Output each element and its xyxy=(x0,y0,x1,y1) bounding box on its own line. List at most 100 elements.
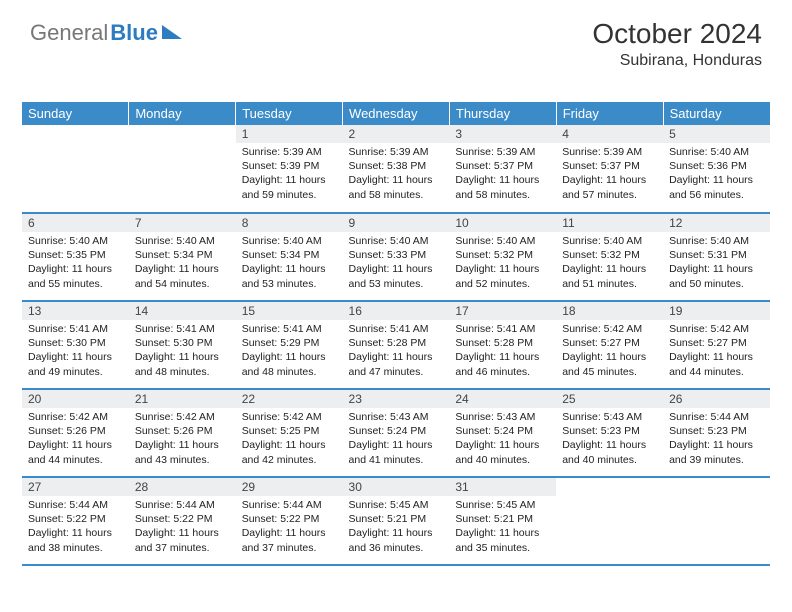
logo-sail-icon xyxy=(162,25,182,39)
day-number: 28 xyxy=(129,478,236,496)
calendar-day-cell: 4Sunrise: 5:39 AMSunset: 5:37 PMDaylight… xyxy=(556,125,663,213)
day-number: 12 xyxy=(663,214,770,232)
month-title: October 2024 xyxy=(592,18,762,50)
calendar-day-cell: 14Sunrise: 5:41 AMSunset: 5:30 PMDayligh… xyxy=(129,301,236,389)
day-number: 19 xyxy=(663,302,770,320)
logo-text-1: General xyxy=(30,20,108,46)
day-number: 23 xyxy=(343,390,450,408)
day-number: 11 xyxy=(556,214,663,232)
calendar-day-cell: 23Sunrise: 5:43 AMSunset: 5:24 PMDayligh… xyxy=(343,389,450,477)
day-header: Sunday xyxy=(22,102,129,125)
day-header: Saturday xyxy=(663,102,770,125)
calendar-day-cell: 15Sunrise: 5:41 AMSunset: 5:29 PMDayligh… xyxy=(236,301,343,389)
day-details: Sunrise: 5:43 AMSunset: 5:23 PMDaylight:… xyxy=(556,408,663,469)
day-details: Sunrise: 5:42 AMSunset: 5:25 PMDaylight:… xyxy=(236,408,343,469)
day-details: Sunrise: 5:42 AMSunset: 5:27 PMDaylight:… xyxy=(556,320,663,381)
day-number: 3 xyxy=(449,125,556,143)
calendar-day-cell: 27Sunrise: 5:44 AMSunset: 5:22 PMDayligh… xyxy=(22,477,129,565)
calendar-day-cell: 22Sunrise: 5:42 AMSunset: 5:25 PMDayligh… xyxy=(236,389,343,477)
day-details: Sunrise: 5:41 AMSunset: 5:30 PMDaylight:… xyxy=(129,320,236,381)
calendar-week-row: 27Sunrise: 5:44 AMSunset: 5:22 PMDayligh… xyxy=(22,477,770,565)
day-number: 7 xyxy=(129,214,236,232)
day-details: Sunrise: 5:44 AMSunset: 5:22 PMDaylight:… xyxy=(236,496,343,557)
day-details: Sunrise: 5:42 AMSunset: 5:26 PMDaylight:… xyxy=(129,408,236,469)
calendar-day-cell: 9Sunrise: 5:40 AMSunset: 5:33 PMDaylight… xyxy=(343,213,450,301)
calendar-day-cell: 6Sunrise: 5:40 AMSunset: 5:35 PMDaylight… xyxy=(22,213,129,301)
day-details: Sunrise: 5:40 AMSunset: 5:32 PMDaylight:… xyxy=(449,232,556,293)
calendar-day-cell: 8Sunrise: 5:40 AMSunset: 5:34 PMDaylight… xyxy=(236,213,343,301)
calendar-week-row: 1Sunrise: 5:39 AMSunset: 5:39 PMDaylight… xyxy=(22,125,770,213)
day-details: Sunrise: 5:45 AMSunset: 5:21 PMDaylight:… xyxy=(449,496,556,557)
day-number: 10 xyxy=(449,214,556,232)
day-number: 21 xyxy=(129,390,236,408)
day-details: Sunrise: 5:40 AMSunset: 5:33 PMDaylight:… xyxy=(343,232,450,293)
calendar-day-cell: 7Sunrise: 5:40 AMSunset: 5:34 PMDaylight… xyxy=(129,213,236,301)
calendar-day-cell: 28Sunrise: 5:44 AMSunset: 5:22 PMDayligh… xyxy=(129,477,236,565)
calendar-day-cell: 29Sunrise: 5:44 AMSunset: 5:22 PMDayligh… xyxy=(236,477,343,565)
day-number: 8 xyxy=(236,214,343,232)
calendar-day-cell: 21Sunrise: 5:42 AMSunset: 5:26 PMDayligh… xyxy=(129,389,236,477)
calendar-table: SundayMondayTuesdayWednesdayThursdayFrid… xyxy=(22,102,770,566)
day-details: Sunrise: 5:43 AMSunset: 5:24 PMDaylight:… xyxy=(449,408,556,469)
calendar-day-cell: 18Sunrise: 5:42 AMSunset: 5:27 PMDayligh… xyxy=(556,301,663,389)
day-number: 30 xyxy=(343,478,450,496)
day-number: 4 xyxy=(556,125,663,143)
calendar-day-cell: 12Sunrise: 5:40 AMSunset: 5:31 PMDayligh… xyxy=(663,213,770,301)
day-details: Sunrise: 5:39 AMSunset: 5:37 PMDaylight:… xyxy=(449,143,556,204)
day-header: Friday xyxy=(556,102,663,125)
day-number: 2 xyxy=(343,125,450,143)
day-details: Sunrise: 5:41 AMSunset: 5:28 PMDaylight:… xyxy=(343,320,450,381)
day-number: 6 xyxy=(22,214,129,232)
day-number: 17 xyxy=(449,302,556,320)
calendar-week-row: 13Sunrise: 5:41 AMSunset: 5:30 PMDayligh… xyxy=(22,301,770,389)
day-number: 15 xyxy=(236,302,343,320)
day-number: 1 xyxy=(236,125,343,143)
day-number: 5 xyxy=(663,125,770,143)
calendar-empty-cell xyxy=(556,477,663,565)
header-right: October 2024 Subirana, Honduras xyxy=(592,18,762,70)
day-details: Sunrise: 5:41 AMSunset: 5:30 PMDaylight:… xyxy=(22,320,129,381)
day-details: Sunrise: 5:40 AMSunset: 5:36 PMDaylight:… xyxy=(663,143,770,204)
calendar-day-cell: 31Sunrise: 5:45 AMSunset: 5:21 PMDayligh… xyxy=(449,477,556,565)
calendar-empty-cell xyxy=(22,125,129,213)
calendar-day-cell: 1Sunrise: 5:39 AMSunset: 5:39 PMDaylight… xyxy=(236,125,343,213)
day-details: Sunrise: 5:44 AMSunset: 5:23 PMDaylight:… xyxy=(663,408,770,469)
day-number: 29 xyxy=(236,478,343,496)
day-details: Sunrise: 5:39 AMSunset: 5:39 PMDaylight:… xyxy=(236,143,343,204)
day-details: Sunrise: 5:41 AMSunset: 5:28 PMDaylight:… xyxy=(449,320,556,381)
day-details: Sunrise: 5:39 AMSunset: 5:38 PMDaylight:… xyxy=(343,143,450,204)
calendar-head: SundayMondayTuesdayWednesdayThursdayFrid… xyxy=(22,102,770,125)
calendar-day-cell: 20Sunrise: 5:42 AMSunset: 5:26 PMDayligh… xyxy=(22,389,129,477)
day-header: Monday xyxy=(129,102,236,125)
day-details: Sunrise: 5:39 AMSunset: 5:37 PMDaylight:… xyxy=(556,143,663,204)
calendar-day-cell: 19Sunrise: 5:42 AMSunset: 5:27 PMDayligh… xyxy=(663,301,770,389)
day-details: Sunrise: 5:40 AMSunset: 5:34 PMDaylight:… xyxy=(129,232,236,293)
day-details: Sunrise: 5:41 AMSunset: 5:29 PMDaylight:… xyxy=(236,320,343,381)
day-details: Sunrise: 5:40 AMSunset: 5:32 PMDaylight:… xyxy=(556,232,663,293)
day-header: Wednesday xyxy=(343,102,450,125)
day-number: 14 xyxy=(129,302,236,320)
day-details: Sunrise: 5:42 AMSunset: 5:27 PMDaylight:… xyxy=(663,320,770,381)
day-details: Sunrise: 5:40 AMSunset: 5:35 PMDaylight:… xyxy=(22,232,129,293)
calendar-empty-cell xyxy=(663,477,770,565)
calendar-empty-cell xyxy=(129,125,236,213)
day-number: 9 xyxy=(343,214,450,232)
day-number: 18 xyxy=(556,302,663,320)
calendar-day-cell: 3Sunrise: 5:39 AMSunset: 5:37 PMDaylight… xyxy=(449,125,556,213)
calendar-day-cell: 10Sunrise: 5:40 AMSunset: 5:32 PMDayligh… xyxy=(449,213,556,301)
day-details: Sunrise: 5:43 AMSunset: 5:24 PMDaylight:… xyxy=(343,408,450,469)
calendar-body: 1Sunrise: 5:39 AMSunset: 5:39 PMDaylight… xyxy=(22,125,770,565)
calendar-day-cell: 11Sunrise: 5:40 AMSunset: 5:32 PMDayligh… xyxy=(556,213,663,301)
logo: GeneralBlue xyxy=(30,20,182,46)
calendar-day-cell: 2Sunrise: 5:39 AMSunset: 5:38 PMDaylight… xyxy=(343,125,450,213)
day-header: Thursday xyxy=(449,102,556,125)
day-number: 24 xyxy=(449,390,556,408)
day-details: Sunrise: 5:44 AMSunset: 5:22 PMDaylight:… xyxy=(129,496,236,557)
location: Subirana, Honduras xyxy=(592,52,762,70)
day-header: Tuesday xyxy=(236,102,343,125)
calendar-day-cell: 17Sunrise: 5:41 AMSunset: 5:28 PMDayligh… xyxy=(449,301,556,389)
day-details: Sunrise: 5:44 AMSunset: 5:22 PMDaylight:… xyxy=(22,496,129,557)
calendar-day-cell: 30Sunrise: 5:45 AMSunset: 5:21 PMDayligh… xyxy=(343,477,450,565)
day-number: 26 xyxy=(663,390,770,408)
calendar-day-cell: 25Sunrise: 5:43 AMSunset: 5:23 PMDayligh… xyxy=(556,389,663,477)
